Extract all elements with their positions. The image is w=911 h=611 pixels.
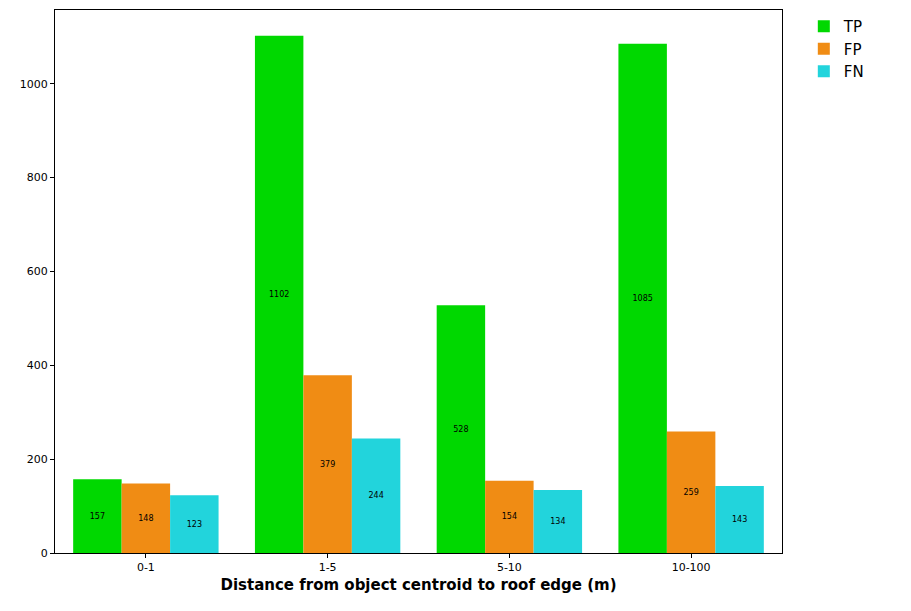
svg-text:123: 123 [187, 520, 202, 529]
svg-text:400: 400 [27, 359, 48, 372]
svg-text:1-5: 1-5 [319, 561, 337, 574]
svg-text:Distance from object centroid: Distance from object centroid to roof ed… [220, 576, 616, 594]
svg-text:10-100: 10-100 [672, 561, 711, 574]
svg-text:148: 148 [138, 514, 153, 523]
svg-text:1000: 1000 [20, 78, 48, 91]
svg-text:528: 528 [453, 425, 468, 434]
svg-text:244: 244 [368, 491, 383, 500]
svg-text:600: 600 [27, 265, 48, 278]
svg-text:200: 200 [27, 453, 48, 466]
svg-text:379: 379 [320, 460, 335, 469]
svg-text:1102: 1102 [269, 290, 289, 299]
svg-text:0: 0 [41, 547, 48, 560]
svg-text:154: 154 [502, 512, 517, 521]
svg-text:TP: TP [843, 18, 862, 36]
svg-text:259: 259 [683, 488, 698, 497]
svg-text:1085: 1085 [632, 294, 652, 303]
svg-text:157: 157 [90, 512, 105, 521]
svg-text:143: 143 [732, 515, 747, 524]
svg-text:134: 134 [550, 517, 565, 526]
svg-text:FN: FN [844, 63, 864, 81]
svg-text:5-10: 5-10 [497, 561, 522, 574]
svg-text:FP: FP [844, 41, 862, 59]
svg-text:0-1: 0-1 [137, 561, 155, 574]
svg-text:800: 800 [27, 171, 48, 184]
